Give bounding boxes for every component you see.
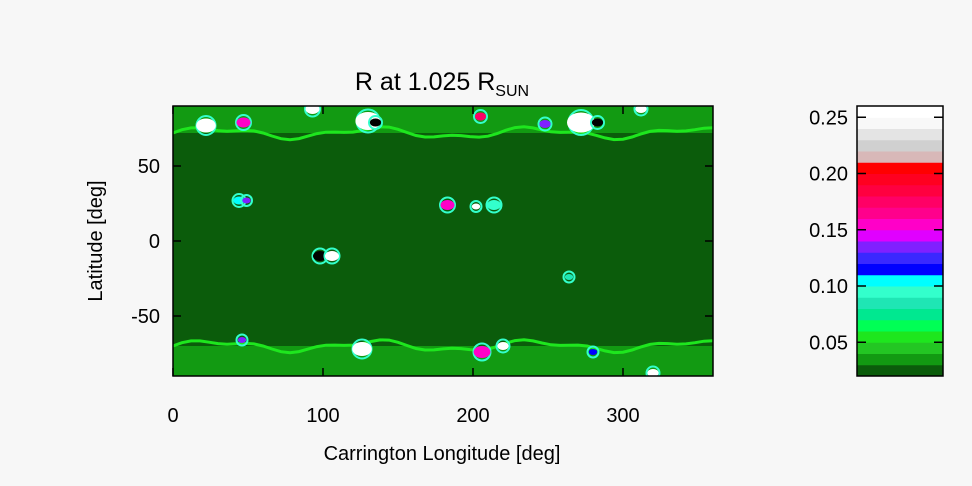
spot-halo-14 [439,196,456,214]
spot-9 [591,118,604,127]
spot-17 [313,251,327,261]
colorbar-cells [857,106,943,377]
colorbar-cell-22 [857,117,943,129]
colorbar-cell-2 [857,342,943,354]
spot-halo-9 [590,115,605,130]
chart-title: R at 1.025 RSUN [355,68,529,100]
colorbar-cell-3 [857,331,943,343]
spot-halo-10 [304,106,321,118]
plot-area [172,105,714,377]
spot-13 [242,197,251,204]
spot-14 [440,200,455,210]
contour-line-1 [173,338,713,355]
spot-6 [474,112,487,121]
x-tick-label-1: 100 [306,405,339,427]
spot-11 [635,106,647,113]
colorbar-tick-label-1: 0.20 [809,164,848,186]
spot-21 [352,342,372,356]
colorbar-cell-16 [857,184,943,197]
x-tick-label-2: 200 [456,405,489,427]
colorbar-cell-0 [857,364,943,377]
y-tick-label-2: -50 [131,306,160,328]
colorbar-cell-19 [857,151,943,163]
spot-halo-24 [586,345,600,359]
colorbar-cell-11 [857,241,943,253]
spot-22 [473,346,491,358]
spot-2 [196,118,216,133]
colorbar-tick-label-3: 0.10 [809,276,848,298]
spot-halo-3 [235,114,252,131]
colorbar-ticks: 0.25 0.20 0.15 0.10 0.05 [809,107,943,354]
y-tick-label-1: 0 [149,231,160,253]
colorbar-cell-7 [857,286,943,298]
spot-15 [471,203,481,210]
spot-halo-6 [473,109,488,124]
spot-18 [325,251,339,261]
spot-halo-13 [240,194,253,207]
colorbar-cell-5 [857,308,943,321]
colorbar-cell-1 [857,353,943,366]
spot-halo-20 [235,333,249,347]
chart-title-main: R at 1.025 R [355,68,495,96]
colorbar-cell-21 [857,128,943,141]
colorbar-cell-13 [857,218,943,231]
colorbar-cell-10 [857,252,943,264]
plot-background [173,106,713,376]
colorbar-cell-23 [857,106,943,118]
colorbar-tick-label-0: 0.25 [809,107,848,129]
spot-halo-5 [368,115,383,130]
spot-16 [487,200,501,210]
spot-10 [305,106,320,114]
colorbar-tick-label-4: 0.05 [809,332,848,354]
spot-25 [647,369,659,376]
spot-23 [497,342,509,350]
x-tick-label-0: 0 [167,405,178,427]
spot-halo-23 [495,338,511,354]
spot-7 [539,120,551,128]
spot-20 [237,337,247,343]
colorbar-cell-17 [857,173,943,186]
x-tick-label-3: 300 [606,405,639,427]
spot-24 [588,349,598,355]
spot-5 [369,118,382,127]
colorbar-cell-4 [857,319,943,332]
colorbar-cell-12 [857,229,943,242]
colorbar-cell-9 [857,263,943,276]
colorbar: 0.25 0.20 0.15 0.10 0.05 [809,105,944,377]
chart-title-subscript: SUN [495,83,529,100]
spot-3 [236,117,251,128]
latitude-band-0 [173,106,713,133]
colorbar-cell-18 [857,162,943,174]
spot-halo-19 [562,270,576,284]
spot-halo-11 [633,106,649,117]
colorbar-cell-20 [857,139,943,152]
x-axis-label: Carrington Longitude [deg] [324,443,561,465]
colorbar-tick-label-2: 0.15 [809,220,848,242]
y-tick-label-0: 50 [138,156,160,178]
spot-halo-7 [537,116,553,132]
y-axis: 50 0 -50 [131,156,713,328]
spot-halo-22 [472,342,492,362]
y-axis-label: Latitude [deg] [85,180,107,301]
colorbar-cell-14 [857,207,943,219]
contour-line-0 [173,125,713,142]
colorbar-frame [856,105,944,377]
spot-halo-16 [485,196,503,214]
spot-halo-15 [469,200,483,213]
spot-19 [564,274,574,280]
colorbar-cell-15 [857,196,943,208]
spot-halo-18 [323,247,341,265]
colorbar-cell-6 [857,297,943,309]
colorbar-cell-8 [857,274,943,287]
spot-8 [567,112,595,133]
spot-halo-25 [645,365,661,376]
x-axis: 0 100 200 300 [167,106,640,427]
